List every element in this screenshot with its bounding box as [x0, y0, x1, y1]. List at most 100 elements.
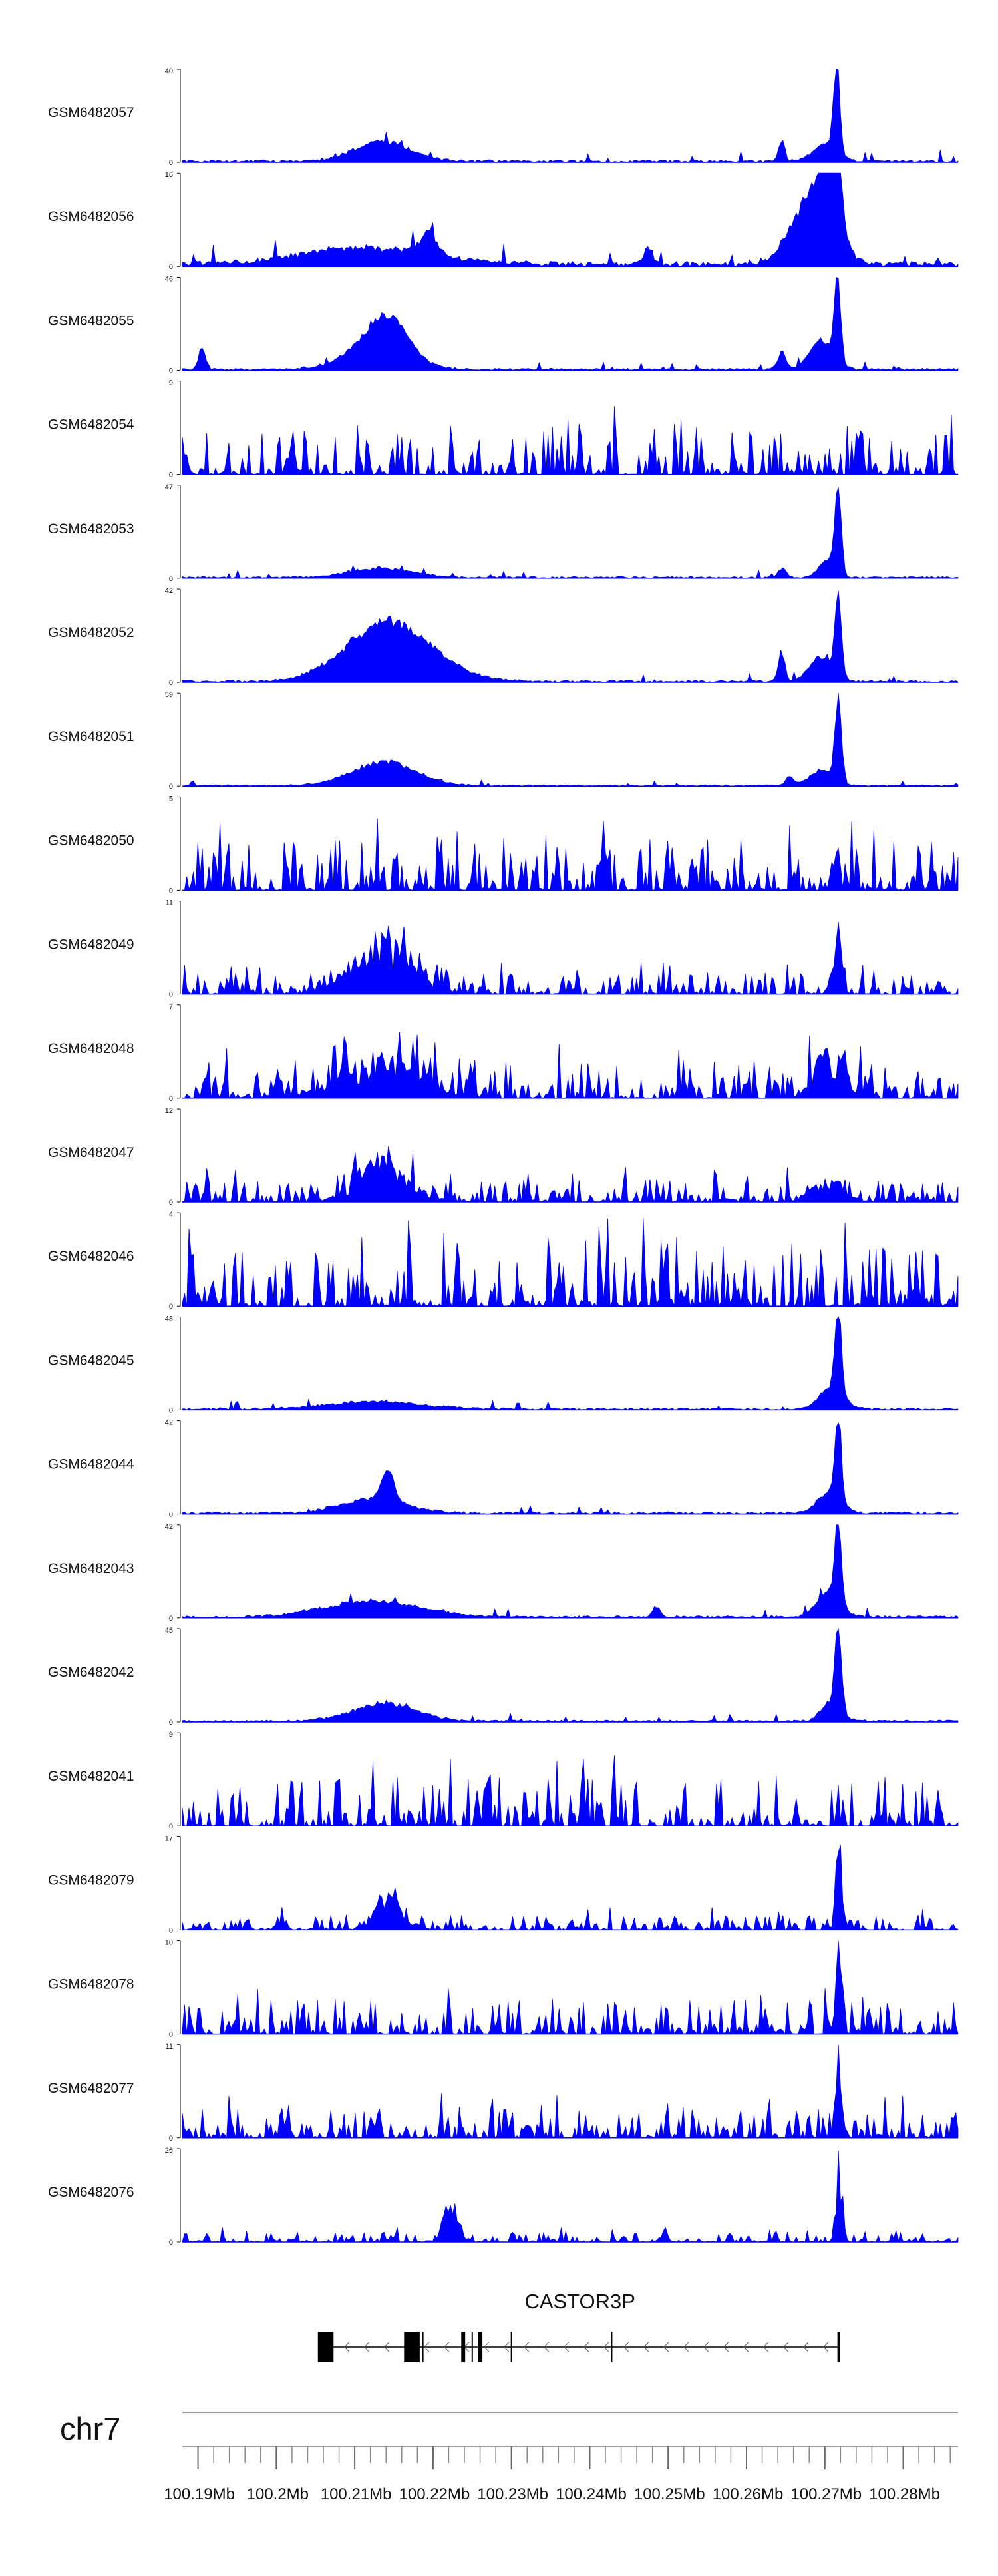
- track-label: GSM6482053: [48, 521, 134, 537]
- track-label: GSM6482078: [48, 1977, 134, 1992]
- strand-arrow: [484, 2342, 490, 2352]
- x-tick-label: 100.22Mb: [399, 2485, 470, 2503]
- x-tick-label: 100.19Mb: [164, 2485, 235, 2503]
- strand-arrow: [763, 2342, 769, 2352]
- strand-arrow: [603, 2342, 609, 2352]
- x-tick-label: 100.23Mb: [477, 2485, 548, 2503]
- y-zero-label: 0: [169, 1615, 173, 1623]
- y-max-label: 9: [169, 379, 173, 387]
- strand-arrow: [703, 2342, 709, 2352]
- x-tick-label: 100.2Mb: [247, 2485, 309, 2503]
- gene-name: CASTOR3P: [524, 2290, 635, 2313]
- track-label: GSM6482044: [48, 1457, 134, 1472]
- y-max-label: 59: [165, 691, 173, 699]
- y-max-label: 16: [165, 171, 173, 179]
- gene-exon: [404, 2332, 420, 2362]
- chromosome-label: chr7: [60, 2411, 120, 2446]
- strand-arrow: [783, 2342, 789, 2352]
- y-max-label: 46: [165, 275, 173, 283]
- track-label: GSM6482043: [48, 1561, 134, 1576]
- y-max-label: 40: [165, 67, 173, 75]
- strand-arrow: [583, 2342, 589, 2352]
- coverage-area: [182, 1844, 959, 1931]
- coverage-area: [182, 1524, 959, 1619]
- y-max-label: 42: [165, 587, 173, 595]
- coverage-area: [182, 818, 959, 891]
- strand-arrow: [524, 2342, 530, 2352]
- track-label: GSM6482041: [48, 1769, 134, 1784]
- strand-arrow: [803, 2342, 809, 2352]
- track-label: GSM6482076: [48, 2185, 134, 2200]
- x-tick-label: 100.25Mb: [634, 2485, 705, 2503]
- y-max-label: 11: [166, 2043, 173, 2051]
- x-tick-label: 100.26Mb: [713, 2485, 784, 2503]
- coverage-area: [182, 2044, 959, 2139]
- track-label: GSM6482045: [48, 1353, 134, 1368]
- coverage-area: [182, 1422, 959, 1515]
- strand-arrow: [663, 2342, 669, 2352]
- coverage-area: [182, 406, 959, 476]
- y-zero-label: 0: [169, 2135, 173, 2143]
- coverage-area: [182, 1940, 959, 2036]
- coverage-area: [182, 276, 959, 371]
- y-max-label: 12: [165, 1107, 173, 1115]
- strand-arrow: [643, 2342, 649, 2352]
- coverage-area: [182, 590, 959, 683]
- y-max-label: 47: [165, 483, 173, 491]
- y-zero-label: 0: [169, 1719, 173, 1727]
- y-zero-label: 0: [169, 1095, 173, 1103]
- strand-arrow: [623, 2342, 629, 2352]
- y-zero-label: 0: [169, 263, 173, 271]
- track-label: GSM6482054: [48, 417, 134, 433]
- y-zero-label: 0: [169, 2239, 173, 2247]
- strand-arrow: [743, 2342, 749, 2352]
- track-label: GSM6482047: [48, 1145, 134, 1160]
- y-zero-label: 0: [169, 991, 173, 999]
- y-zero-label: 0: [169, 1303, 173, 1311]
- y-max-label: 42: [165, 1419, 173, 1427]
- y-zero-label: 0: [169, 575, 173, 583]
- y-zero-label: 0: [169, 159, 173, 167]
- coverage-area: [182, 693, 959, 787]
- track-label: GSM6482048: [48, 1041, 134, 1056]
- track-label: GSM6482056: [48, 209, 134, 224]
- coverage-area: [182, 921, 959, 996]
- y-max-label: 11: [166, 899, 173, 907]
- track-label: GSM6482049: [48, 937, 134, 953]
- coverage-area: [182, 487, 959, 579]
- y-zero-label: 0: [169, 471, 173, 479]
- y-zero-label: 0: [169, 1511, 173, 1519]
- y-zero-label: 0: [169, 2031, 173, 2039]
- track-label: GSM6482052: [48, 625, 134, 640]
- y-zero-label: 0: [169, 783, 173, 791]
- track-label: GSM6482046: [48, 1249, 134, 1264]
- strand-arrow: [344, 2342, 350, 2352]
- gene-exon: [317, 2332, 334, 2362]
- strand-arrow: [564, 2342, 570, 2352]
- y-zero-label: 0: [169, 1199, 173, 1207]
- coverage-area: [182, 1146, 959, 1203]
- coverage-area: [182, 2150, 959, 2243]
- y-max-label: 48: [165, 1315, 173, 1323]
- coverage-area: [182, 1755, 959, 1827]
- coverage-area: [182, 69, 959, 163]
- strand-arrow: [723, 2342, 729, 2352]
- gene-exon: [478, 2332, 483, 2362]
- y-max-label: 42: [165, 1523, 173, 1531]
- track-label: GSM6482077: [48, 2081, 134, 2096]
- y-max-label: 5: [169, 795, 173, 803]
- y-zero-label: 0: [169, 679, 173, 687]
- strand-arrow: [823, 2342, 829, 2352]
- coverage-area: [182, 1316, 959, 1410]
- y-max-label: 9: [169, 1731, 173, 1739]
- y-max-label: 7: [169, 1003, 173, 1011]
- coverage-area: [182, 1032, 959, 1100]
- x-tick-label: 100.21Mb: [321, 2485, 392, 2503]
- x-tick-label: 100.24Mb: [556, 2485, 627, 2503]
- track-label: GSM6482050: [48, 833, 134, 848]
- track-label: GSM6482051: [48, 729, 134, 744]
- strand-arrow: [384, 2342, 390, 2352]
- strand-arrow: [424, 2342, 430, 2352]
